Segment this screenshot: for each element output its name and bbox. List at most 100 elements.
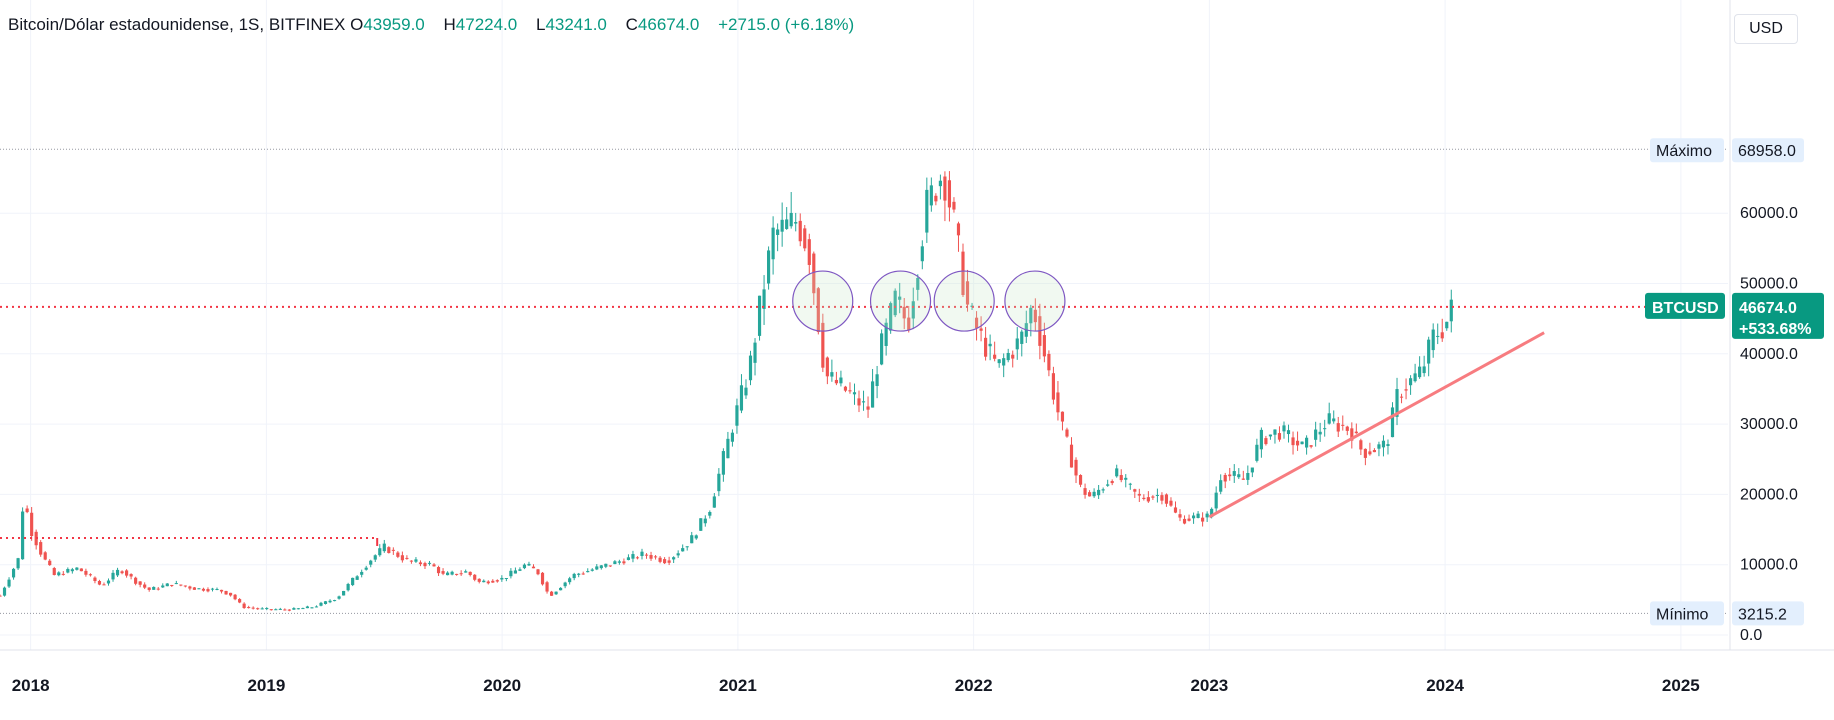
- candle-down: [1069, 444, 1074, 468]
- candle-down: [549, 591, 554, 596]
- candle-down: [803, 228, 807, 249]
- candle-up: [631, 554, 635, 559]
- candle-up: [1395, 389, 1399, 417]
- candle-down: [1182, 518, 1187, 524]
- candle-up: [296, 608, 300, 610]
- candle-up: [568, 578, 572, 583]
- candle-up: [21, 511, 25, 560]
- candle-up: [703, 518, 707, 524]
- candle-down: [125, 570, 129, 576]
- candle-up: [346, 583, 350, 591]
- candle-down: [441, 571, 445, 574]
- candle-up: [323, 601, 328, 604]
- candle-down: [1142, 497, 1146, 500]
- candle-up: [613, 561, 617, 565]
- grid: [0, 0, 1728, 650]
- year-tick-label: 2020: [483, 676, 521, 695]
- candle-up: [1413, 373, 1417, 382]
- candle-down: [1368, 451, 1372, 455]
- candle-up: [1246, 473, 1250, 480]
- candle-down: [821, 322, 825, 368]
- candle-up: [559, 587, 563, 591]
- candle-down: [473, 574, 477, 580]
- candle-down: [129, 574, 133, 577]
- candle-down: [486, 581, 490, 584]
- candle-down: [1223, 474, 1227, 482]
- highlight-circle: [869, 270, 932, 332]
- candle-down: [658, 557, 662, 562]
- candle-up: [708, 512, 712, 516]
- candle-down: [224, 590, 228, 595]
- candle-up: [889, 303, 893, 331]
- candle-down: [418, 562, 423, 565]
- candle-down: [1047, 353, 1051, 371]
- symbol-header: Bitcoin/Dólar estadounidense, 1S, BITFIN…: [8, 15, 868, 35]
- candle-up: [586, 571, 590, 573]
- candle-down: [1354, 431, 1358, 434]
- candle-up: [681, 548, 685, 552]
- candle-down: [1160, 495, 1164, 501]
- candle-up: [1232, 471, 1236, 476]
- ticker-badge-bg: [1645, 292, 1725, 319]
- candle-down: [1345, 426, 1349, 431]
- candle-up: [920, 246, 924, 262]
- candle-up: [1155, 494, 1159, 496]
- candle-down: [387, 547, 391, 554]
- candle-down: [170, 584, 174, 586]
- candle-up: [292, 608, 296, 610]
- candle-up: [522, 564, 527, 569]
- candle-up: [988, 343, 992, 347]
- candle-up: [893, 290, 897, 316]
- candle-down: [188, 586, 192, 589]
- candle-up: [1390, 407, 1395, 438]
- candle-down: [134, 577, 138, 584]
- last-price: 46674.0: [1739, 300, 1797, 317]
- candle-down: [649, 555, 653, 559]
- candle-down: [1033, 309, 1037, 323]
- currency-button[interactable]: USD: [1734, 14, 1798, 44]
- candle-down: [1440, 332, 1444, 339]
- candle-down: [866, 406, 870, 410]
- candle-down: [179, 584, 183, 586]
- candle-down: [825, 357, 829, 377]
- year-tick-label: 2019: [247, 676, 285, 695]
- candle-down: [1137, 493, 1141, 496]
- candle-up: [373, 555, 377, 560]
- candle-up: [1029, 307, 1033, 324]
- candle-up: [1210, 508, 1214, 518]
- candle-down: [459, 573, 463, 575]
- price-tick-label: 10000.0: [1740, 557, 1798, 574]
- candle-down: [1309, 445, 1313, 447]
- candle-up: [861, 401, 866, 403]
- candle-down: [283, 609, 287, 611]
- candle-up: [839, 377, 843, 384]
- low-value: 43241.0: [545, 15, 607, 34]
- candle-up: [301, 608, 305, 610]
- min-value: 3215.2: [1738, 606, 1787, 623]
- candle-up: [1377, 444, 1381, 449]
- candle-up: [1318, 431, 1322, 435]
- price-tick-label: 60000.0: [1740, 205, 1798, 222]
- candle-up: [757, 295, 762, 336]
- candle-up: [355, 576, 359, 580]
- candle-up: [870, 381, 875, 408]
- year-tick-label: 2021: [719, 676, 757, 695]
- candle-up: [830, 372, 834, 377]
- candle-up: [997, 359, 1001, 364]
- min-value-bg: [1732, 601, 1804, 626]
- candle-down: [843, 386, 848, 391]
- candle-up: [685, 546, 689, 548]
- candle-down: [1295, 440, 1300, 446]
- candle-down: [396, 552, 400, 557]
- candle-down: [88, 574, 93, 576]
- candle-down: [1051, 373, 1056, 400]
- candle-up: [1020, 331, 1024, 344]
- candle-up: [1015, 338, 1019, 350]
- candle-up: [265, 608, 269, 610]
- candle-up: [165, 583, 169, 587]
- candle-down: [1228, 474, 1232, 477]
- candle-up: [590, 569, 594, 571]
- candle-up: [572, 573, 576, 579]
